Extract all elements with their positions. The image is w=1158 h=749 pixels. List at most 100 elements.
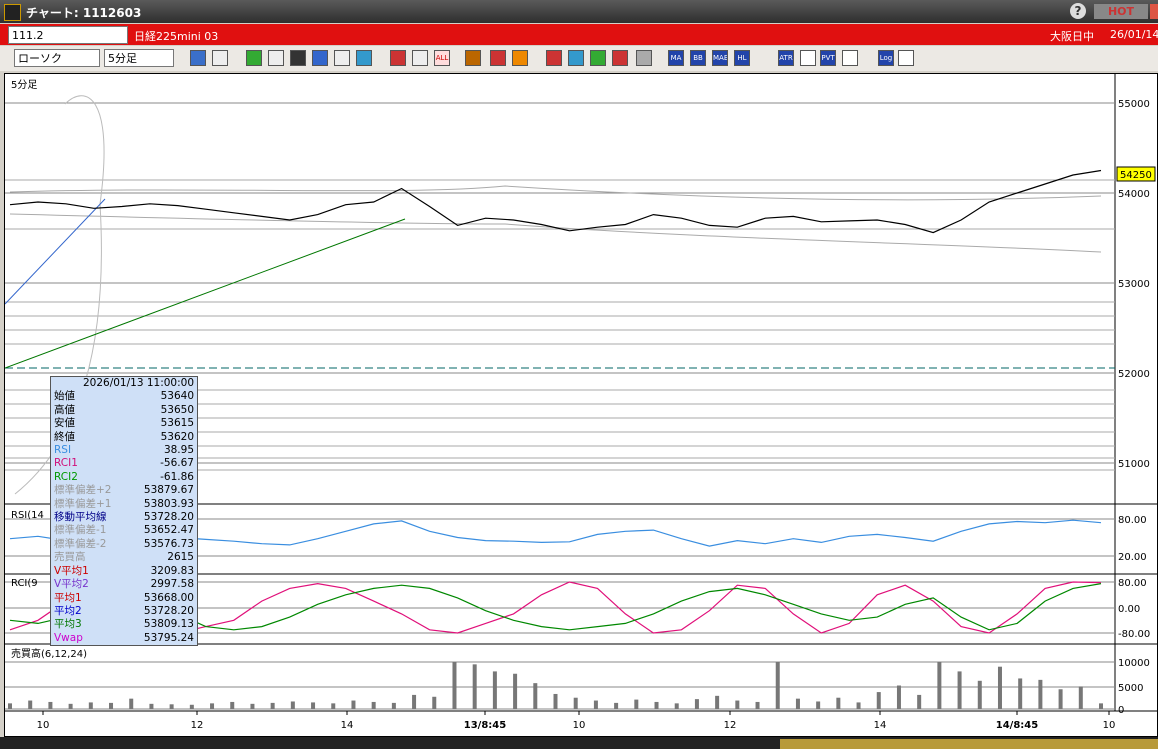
volume-bar (210, 703, 215, 709)
tool-icon[interactable] (356, 50, 372, 66)
interval-select[interactable]: 5分足 (104, 49, 174, 67)
info-label: V平均1 (54, 564, 89, 577)
axis-label: 51000 (1118, 459, 1150, 470)
scrollbar[interactable] (780, 739, 1158, 749)
info-row: RSI 38.95 (51, 444, 197, 457)
volume-bar (28, 700, 33, 709)
volume-bar (937, 662, 942, 709)
info-label: 安値 (54, 417, 75, 430)
current-price: 54250 (1120, 170, 1152, 181)
info-value: 2997.58 (150, 578, 194, 591)
pane-label: RSI(14 (11, 510, 44, 521)
tool-label-icon[interactable]: PVT (820, 50, 836, 66)
info-value: -56.67 (160, 457, 194, 470)
volume-bar (836, 697, 841, 709)
tool-icon[interactable] (842, 50, 858, 66)
volume-bar (816, 701, 821, 709)
info-label: RCI1 (54, 457, 78, 470)
tool-label-icon[interactable]: MAE (712, 50, 728, 66)
tool-label-icon[interactable]: ALL (434, 50, 450, 66)
x-tick-label: 14 (874, 720, 887, 731)
volume-bar (492, 671, 497, 709)
tool-icon[interactable] (212, 50, 228, 66)
tool-icon[interactable] (290, 50, 306, 66)
volume-bar (169, 704, 174, 709)
tool-icon[interactable] (490, 50, 506, 66)
help-button[interactable]: ? (1070, 3, 1086, 19)
session: 大阪日中 (1050, 30, 1094, 43)
tool-icon[interactable] (590, 50, 606, 66)
volume-bar (290, 701, 295, 709)
code-input[interactable]: 111.2 (8, 26, 128, 44)
volume-bar (795, 698, 800, 709)
toolbar: ローソク 5分足 ALL MA BB MAE HL ATR PVT Log (0, 46, 1158, 71)
volume-bar (533, 683, 538, 709)
chart-type-select[interactable]: ローソク (14, 49, 100, 67)
pane-label: RCI(9 (11, 578, 38, 589)
volume-bar (977, 680, 982, 709)
volume-bar (856, 702, 861, 709)
info-label: 始値 (54, 390, 75, 403)
axis-label: 5000 (1118, 683, 1143, 694)
info-label: RSI (54, 444, 72, 457)
axis-label: 55000 (1118, 99, 1150, 110)
tool-icon[interactable] (390, 50, 406, 66)
info-value: 38.95 (163, 444, 194, 457)
tool-icon[interactable] (568, 50, 584, 66)
info-label: 平均2 (54, 604, 82, 617)
tool-icon[interactable] (898, 50, 914, 66)
tool-icon[interactable] (512, 50, 528, 66)
info-label: 標準偏差-1 (54, 524, 107, 537)
title-bar: チャート: 1112603 ? HOT (0, 0, 1158, 23)
info-label: 標準偏差-2 (54, 537, 107, 550)
volume-bar (371, 701, 376, 709)
tool-label-icon[interactable]: MA (668, 50, 684, 66)
tool-icon[interactable] (334, 50, 350, 66)
tool-icon[interactable] (246, 50, 262, 66)
symbol-bar: 111.2 日経225mini 03 大阪日中 26/01/14 (0, 24, 1158, 45)
volume-bar (573, 697, 578, 709)
axis-label: 20.00 (1118, 552, 1147, 563)
info-rows: 始値 53640 高値 53650 安値 53615 終値 53620 RSI 38.95 RCI1… (51, 390, 197, 645)
axis-label: 80.00 (1118, 578, 1147, 589)
app-icon (4, 4, 21, 21)
x-tick-label: 14 (341, 720, 354, 731)
axis-label: 54000 (1118, 189, 1150, 200)
band (9, 213, 1102, 253)
x-tick-label: 10 (1103, 720, 1116, 731)
info-value: 53576.73 (143, 537, 194, 550)
info-label: 平均1 (54, 591, 82, 604)
info-row: 標準偏差-2 53576.73 (51, 538, 197, 551)
tool-icon[interactable] (412, 50, 428, 66)
volume-bar (250, 703, 255, 709)
axis-label: 0.00 (1118, 604, 1140, 615)
info-row: 高値 53650 (51, 404, 197, 417)
info-row: RCI1 -56.67 (51, 457, 197, 470)
tool-icon[interactable] (546, 50, 562, 66)
tool-label-icon[interactable]: ATR (778, 50, 794, 66)
tool-icon[interactable] (312, 50, 328, 66)
tool-label-icon[interactable]: Log (878, 50, 894, 66)
info-label: 移動平均線 (54, 511, 107, 524)
info-value: 53728.20 (143, 511, 194, 524)
tool-icon[interactable] (800, 50, 816, 66)
info-label: 標準偏差+1 (54, 497, 112, 510)
volume-bar (1078, 686, 1083, 709)
tool-label-icon[interactable]: HL (734, 50, 750, 66)
info-label: RCI2 (54, 470, 78, 483)
info-row: 売買高 2615 (51, 551, 197, 564)
hot-button[interactable]: HOT (1094, 4, 1148, 19)
close-button[interactable] (1150, 4, 1158, 19)
info-label: 標準偏差+2 (54, 484, 112, 497)
volume-bar (654, 701, 659, 709)
tool-label-icon[interactable]: BB (690, 50, 706, 66)
tool-icon[interactable] (268, 50, 284, 66)
tool-icon[interactable] (636, 50, 652, 66)
info-row: V平均1 3209.83 (51, 565, 197, 578)
tool-icon[interactable] (190, 50, 206, 66)
tool-icon[interactable] (612, 50, 628, 66)
x-tick-label: 13/8:45 (464, 720, 506, 731)
tool-icon[interactable] (465, 50, 481, 66)
info-label: 高値 (54, 403, 75, 416)
